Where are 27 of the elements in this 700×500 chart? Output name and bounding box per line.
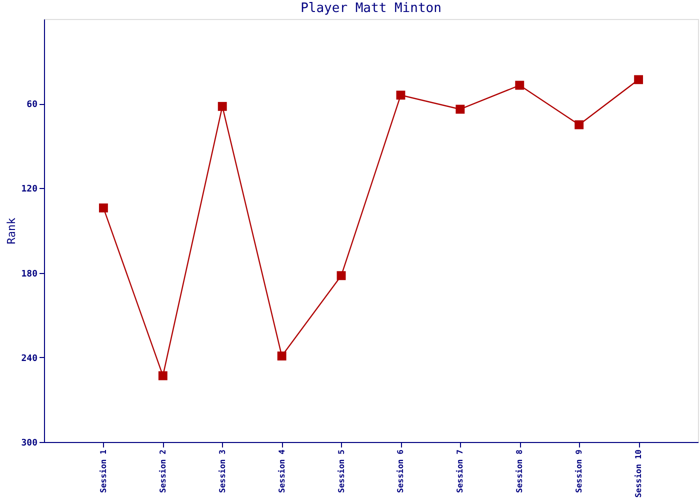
point — [456, 104, 465, 114]
point — [336, 271, 346, 280]
point — [574, 120, 584, 130]
point — [158, 371, 168, 380]
point — [396, 90, 406, 100]
x-tick-label: Session 9 — [574, 449, 584, 493]
point — [634, 75, 644, 84]
x-tick-label: Session 8 — [515, 449, 524, 493]
y-tick-label: 300 — [21, 438, 38, 448]
x-tick-label: Session 2 — [158, 449, 168, 493]
point — [515, 80, 524, 90]
y-tick-label: 180 — [21, 269, 38, 280]
chart-title: Player Matt Minton — [300, 1, 442, 16]
y-axis-title: Rank — [5, 217, 18, 244]
x-tick-label: Session 3 — [218, 449, 227, 493]
point — [98, 203, 108, 212]
x-tick-label: Session 4 — [277, 449, 286, 493]
point — [277, 352, 286, 360]
x-tick-label: Session 7 — [456, 449, 465, 493]
y-tick-label: 120 — [21, 184, 38, 195]
y-tick-label: 240 — [21, 354, 38, 364]
point — [218, 102, 227, 111]
x-tick-label: Session 10 — [634, 449, 644, 498]
x-tick-label: Session 6 — [396, 449, 406, 493]
y-tick-label: 60 — [26, 100, 38, 110]
x-tick-label: Session 1 — [98, 449, 108, 493]
x-tick-label: Session 5 — [336, 449, 346, 493]
